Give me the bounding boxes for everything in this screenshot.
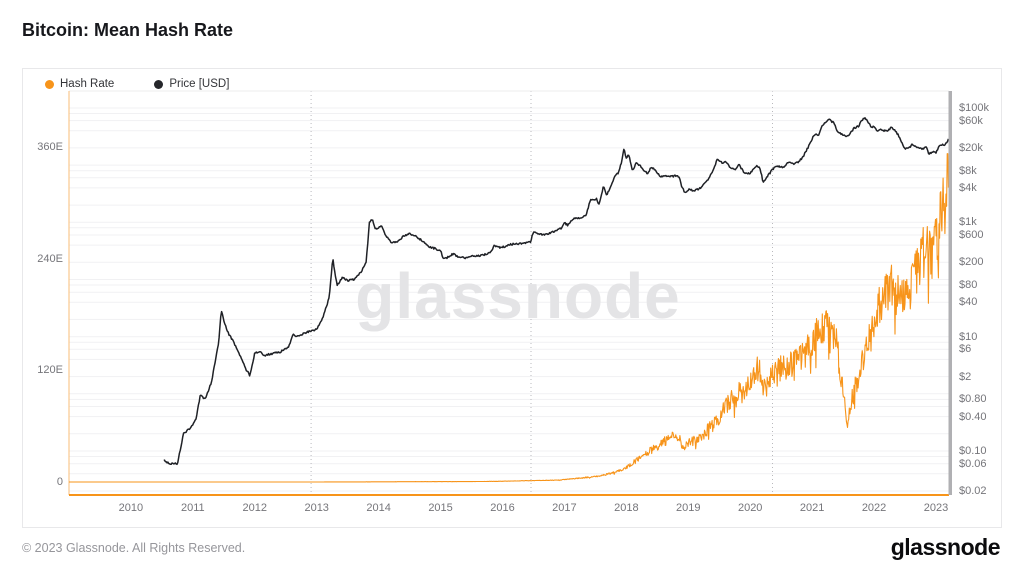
legend-item-hash-rate[interactable]: Hash Rate — [45, 78, 114, 90]
x-axis-tick: 2010 — [118, 502, 144, 514]
page-title: Bitcoin: Mean Hash Rate — [22, 20, 234, 40]
x-axis-tick: 2016 — [490, 502, 515, 514]
x-axis-tick: 2022 — [861, 502, 887, 514]
y-axis-right-tick: $1k — [959, 216, 977, 229]
y-axis-right-tick: $6 — [959, 343, 972, 356]
legend-item-price-usd[interactable]: Price [USD] — [154, 78, 229, 90]
y-axis-right-tick: $8k — [959, 164, 977, 177]
x-axis-tick: 2023 — [923, 502, 949, 514]
y-axis-right-tick: $0.80 — [959, 393, 987, 406]
glassnode-watermark: glassnode — [355, 260, 681, 332]
x-axis-tick: 2011 — [181, 502, 205, 514]
x-axis-tick: 2021 — [799, 502, 825, 514]
x-axis-tick: 2012 — [242, 502, 268, 514]
y-axis-left-tick: 240E — [37, 252, 63, 265]
y-axis-left-tick: 120E — [37, 364, 63, 377]
y-axis-right-tick: $100k — [959, 101, 989, 114]
y-axis-right-tick: $60k — [959, 114, 983, 127]
price-legend-dot-icon — [154, 79, 164, 89]
y-axis-right-tick: $200 — [959, 256, 984, 269]
x-axis-tick: 2019 — [676, 502, 701, 514]
y-axis-left-tick: 0 — [56, 475, 63, 488]
footer-copyright: © 2023 Glassnode. All Rights Reserved. — [22, 541, 246, 555]
legend-label-price-usd: Price [USD] — [169, 78, 230, 90]
y-axis-right-tick: $0.40 — [959, 410, 987, 423]
y-axis-right-tick: $40 — [959, 296, 978, 309]
legend-label-hash-rate: Hash Rate — [60, 78, 115, 90]
y-axis-left-tick: 360E — [37, 140, 63, 153]
y-axis-right-tick: $0.10 — [959, 445, 987, 457]
x-axis-tick: 2017 — [552, 502, 577, 514]
y-axis-right-tick: $4k — [959, 181, 977, 194]
y-axis-right-tick: $2 — [959, 370, 972, 383]
chart-plot[interactable] — [23, 69, 1003, 529]
y-axis-right-tick: $10 — [959, 330, 978, 343]
price-series — [163, 117, 949, 466]
x-axis-tick: 2018 — [614, 502, 639, 514]
x-axis-tick: 2015 — [428, 502, 453, 514]
y-axis-right-tick: $0.06 — [959, 457, 987, 470]
y-axis-right-tick: $80 — [959, 279, 978, 292]
y-axis-right-tick: $20k — [959, 141, 983, 154]
hash-rate-legend-dot-icon — [45, 79, 54, 89]
x-axis-tick: 2013 — [304, 502, 329, 514]
hash-rate-series — [69, 153, 949, 483]
x-axis-tick: 2020 — [737, 502, 763, 514]
y-axis-right-tick: $600 — [959, 228, 984, 241]
x-axis-tick: 2014 — [366, 502, 391, 514]
y-axis-right-tick: $0.02 — [959, 484, 987, 497]
price-axis-bar[interactable] — [948, 91, 953, 495]
chart-card: glassnode Hash Rate Price [USD] 0 120E 240… — [22, 68, 1002, 528]
chart-legend: Hash Rate Price [USD] — [45, 78, 229, 90]
glassnode-logo: glassnode — [890, 534, 1001, 560]
